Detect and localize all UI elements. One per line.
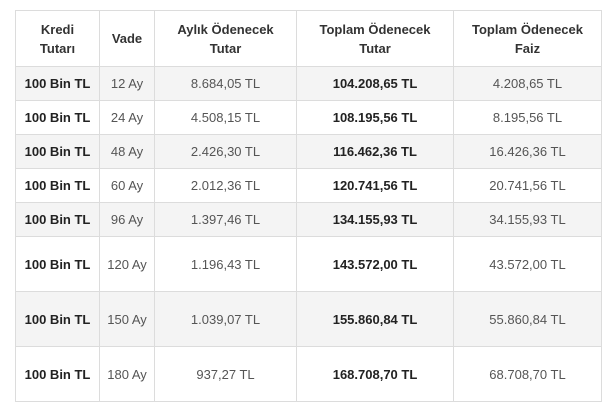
cell-term: 24 Ay [99, 100, 155, 135]
header-total-interest: Toplam Ödenecek Faiz [453, 10, 602, 67]
cell-monthly-payment: 1.039,07 TL [154, 291, 297, 347]
table-row: 100 Bin TL 96 Ay 1.397,46 TL 134.155,93 … [15, 202, 602, 237]
cell-term: 96 Ay [99, 202, 155, 237]
cell-total-payment: 168.708,70 TL [296, 346, 454, 402]
cell-monthly-payment: 937,27 TL [154, 346, 297, 402]
cell-loan-amount: 100 Bin TL [15, 134, 100, 169]
table-row: 100 Bin TL 60 Ay 2.012,36 TL 120.741,56 … [15, 168, 602, 203]
cell-total-payment: 120.741,56 TL [296, 168, 454, 203]
cell-total-interest: 8.195,56 TL [453, 100, 602, 135]
cell-loan-amount: 100 Bin TL [15, 202, 100, 237]
table-row: 100 Bin TL 120 Ay 1.196,43 TL 143.572,00… [15, 236, 602, 292]
cell-monthly-payment: 4.508,15 TL [154, 100, 297, 135]
cell-loan-amount: 100 Bin TL [15, 168, 100, 203]
cell-total-interest: 43.572,00 TL [453, 236, 602, 292]
table-row: 100 Bin TL 48 Ay 2.426,30 TL 116.462,36 … [15, 134, 602, 169]
cell-total-payment: 143.572,00 TL [296, 236, 454, 292]
cell-total-interest: 4.208,65 TL [453, 66, 602, 101]
header-monthly-payment: Aylık Ödenecek Tutar [154, 10, 297, 67]
cell-total-payment: 134.155,93 TL [296, 202, 454, 237]
header-term: Vade [99, 10, 155, 67]
header-total-payment: Toplam Ödenecek Tutar [296, 10, 454, 67]
cell-term: 12 Ay [99, 66, 155, 101]
cell-term: 60 Ay [99, 168, 155, 203]
cell-loan-amount: 100 Bin TL [15, 66, 100, 101]
cell-total-payment: 108.195,56 TL [296, 100, 454, 135]
cell-total-payment: 155.860,84 TL [296, 291, 454, 347]
cell-term: 120 Ay [99, 236, 155, 292]
table-row: 100 Bin TL 150 Ay 1.039,07 TL 155.860,84… [15, 291, 602, 347]
cell-total-interest: 68.708,70 TL [453, 346, 602, 402]
cell-monthly-payment: 2.426,30 TL [154, 134, 297, 169]
cell-loan-amount: 100 Bin TL [15, 236, 100, 292]
cell-term: 180 Ay [99, 346, 155, 402]
table-row: 100 Bin TL 24 Ay 4.508,15 TL 108.195,56 … [15, 100, 602, 135]
cell-monthly-payment: 2.012,36 TL [154, 168, 297, 203]
loan-comparison-table: Kredi Tutarı Vade Aylık Ödenecek Tutar T… [15, 10, 602, 402]
cell-total-interest: 16.426,36 TL [453, 134, 602, 169]
cell-monthly-payment: 1.196,43 TL [154, 236, 297, 292]
cell-loan-amount: 100 Bin TL [15, 291, 100, 347]
table-row: 100 Bin TL 180 Ay 937,27 TL 168.708,70 T… [15, 346, 602, 402]
header-loan-amount: Kredi Tutarı [15, 10, 100, 67]
cell-loan-amount: 100 Bin TL [15, 100, 100, 135]
cell-monthly-payment: 8.684,05 TL [154, 66, 297, 101]
loan-table-container: Kredi Tutarı Vade Aylık Ödenecek Tutar T… [15, 10, 602, 402]
cell-term: 48 Ay [99, 134, 155, 169]
table-header-row: Kredi Tutarı Vade Aylık Ödenecek Tutar T… [15, 10, 602, 67]
table-row: 100 Bin TL 12 Ay 8.684,05 TL 104.208,65 … [15, 66, 602, 101]
cell-total-interest: 34.155,93 TL [453, 202, 602, 237]
cell-total-interest: 55.860,84 TL [453, 291, 602, 347]
cell-term: 150 Ay [99, 291, 155, 347]
cell-monthly-payment: 1.397,46 TL [154, 202, 297, 237]
cell-loan-amount: 100 Bin TL [15, 346, 100, 402]
cell-total-interest: 20.741,56 TL [453, 168, 602, 203]
cell-total-payment: 116.462,36 TL [296, 134, 454, 169]
cell-total-payment: 104.208,65 TL [296, 66, 454, 101]
